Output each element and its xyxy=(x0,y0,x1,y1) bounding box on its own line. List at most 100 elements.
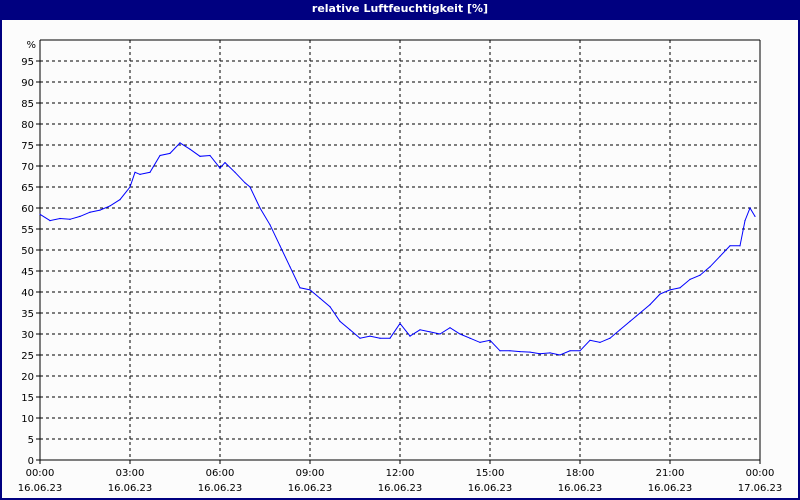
data-point xyxy=(289,266,291,268)
y-tick-label: 30 xyxy=(21,330,34,341)
x-tick-date: 16.06.23 xyxy=(648,483,693,494)
y-tick-label: 55 xyxy=(21,225,34,236)
data-point xyxy=(749,207,751,209)
x-tick-time: 00:00 xyxy=(746,468,775,479)
data-point xyxy=(369,335,371,337)
y-tick-label: 5 xyxy=(28,435,34,446)
y-tick-label: 75 xyxy=(21,141,34,152)
data-point xyxy=(539,353,541,355)
y-tick-label: 25 xyxy=(21,351,34,362)
x-tick-date: 16.06.23 xyxy=(468,483,513,494)
data-point xyxy=(234,171,236,173)
x-tick-date: 16.06.23 xyxy=(18,483,63,494)
humidity-line-chart: 0 5 10 15 20 25 30 35 40 45 50 55 60 65 70 75 80 85 90 95 00… xyxy=(18,39,783,494)
data-point xyxy=(519,351,521,353)
data-point xyxy=(619,329,621,331)
x-tick-time: 12:00 xyxy=(386,468,415,479)
data-point xyxy=(719,255,721,257)
data-point xyxy=(329,306,331,308)
x-tick-time: 00:00 xyxy=(26,468,55,479)
data-point xyxy=(609,337,611,339)
data-point xyxy=(629,320,631,322)
data-point xyxy=(589,339,591,341)
chart-canvas: 0 5 10 15 20 25 30 35 40 45 50 55 60 65 70 75 80 85 90 95 00… xyxy=(2,20,798,498)
x-tick-time: 18:00 xyxy=(566,468,595,479)
y-tick-label: 0 xyxy=(28,456,34,467)
data-point xyxy=(139,173,141,175)
data-point xyxy=(429,331,431,333)
data-point xyxy=(299,287,301,289)
data-point xyxy=(479,341,481,343)
data-point xyxy=(509,350,511,352)
data-point xyxy=(89,211,91,213)
data-point xyxy=(744,220,746,222)
data-point xyxy=(244,182,246,184)
x-tick-time: 09:00 xyxy=(296,468,325,479)
y-tick-label: 65 xyxy=(21,183,34,194)
x-tick-date: 16.06.23 xyxy=(288,483,333,494)
data-point xyxy=(419,329,421,331)
data-point xyxy=(549,352,551,354)
data-point xyxy=(169,152,171,154)
data-point xyxy=(59,217,61,220)
data-point xyxy=(109,205,111,207)
data-point xyxy=(659,293,661,295)
y-tick-label: 10 xyxy=(21,414,34,425)
y-tick-label: 90 xyxy=(21,78,34,89)
data-point xyxy=(319,297,321,299)
y-tick-label: 50 xyxy=(21,246,34,257)
data-point xyxy=(359,337,361,339)
chart-title: relative Luftfeuchtigkeit [%] xyxy=(311,2,489,15)
data-point xyxy=(439,333,441,335)
x-tick-time: 03:00 xyxy=(116,468,145,479)
data-point xyxy=(179,142,181,144)
data-point xyxy=(639,312,641,314)
data-point xyxy=(149,171,151,173)
data-point xyxy=(754,215,756,217)
data-point xyxy=(499,350,501,352)
data-point xyxy=(309,289,311,291)
data-point xyxy=(219,167,221,169)
y-tick-label: 35 xyxy=(21,309,34,320)
x-tick-date: 16.06.23 xyxy=(558,483,603,494)
y-tick-label: 20 xyxy=(21,372,34,383)
data-point xyxy=(259,207,261,209)
data-point xyxy=(469,337,471,339)
data-point xyxy=(649,304,651,306)
y-tick-label: 15 xyxy=(21,393,34,404)
y-tick-label: 95 xyxy=(21,57,34,68)
data-point xyxy=(199,155,201,157)
data-point xyxy=(79,215,81,217)
data-point xyxy=(459,333,461,335)
data-point xyxy=(449,327,451,329)
data-point xyxy=(134,171,136,173)
y-unit-label: % xyxy=(26,40,36,51)
data-point xyxy=(409,335,411,337)
x-tick-date: 17.06.23 xyxy=(738,483,783,494)
x-tick-date: 16.06.23 xyxy=(108,483,153,494)
data-point xyxy=(339,320,341,322)
data-point xyxy=(689,278,691,280)
data-point xyxy=(269,224,271,226)
data-point xyxy=(159,154,161,157)
data-point xyxy=(679,287,681,289)
y-tick-label: 60 xyxy=(21,204,34,215)
data-point xyxy=(49,220,51,222)
data-point xyxy=(569,350,571,352)
x-tick-time: 06:00 xyxy=(206,468,235,479)
data-point xyxy=(669,289,671,291)
data-point xyxy=(739,245,741,247)
x-tick-date: 16.06.23 xyxy=(378,483,423,494)
x-tick-time: 15:00 xyxy=(476,468,505,479)
data-point xyxy=(529,351,531,353)
y-tick-label: 40 xyxy=(21,288,34,299)
data-point xyxy=(579,350,581,352)
data-point xyxy=(399,322,401,325)
data-point xyxy=(379,337,381,339)
y-tick-label: 85 xyxy=(21,99,34,110)
data-point xyxy=(189,148,191,150)
data-point xyxy=(209,154,211,157)
data-point xyxy=(249,186,251,188)
y-tick-label: 80 xyxy=(21,120,34,131)
